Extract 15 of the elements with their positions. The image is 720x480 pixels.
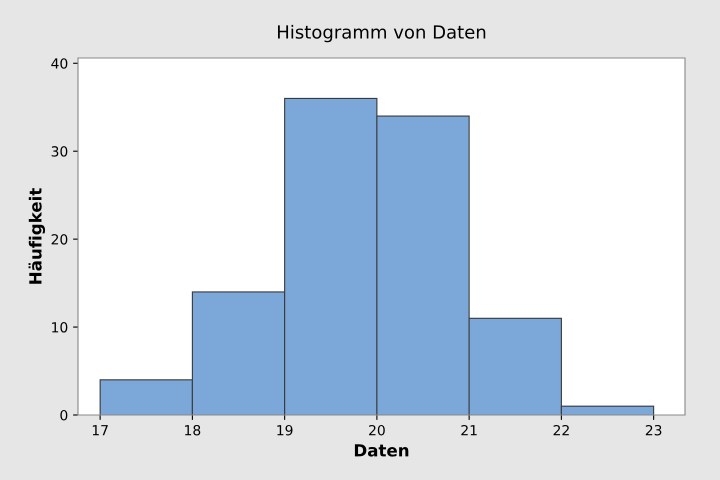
y-tick-label: 30 [52,146,68,157]
x-tick-label: 22 [554,424,569,436]
x-tick-label: 23 [646,424,662,436]
y-axis-title: Häufigkeit [28,188,46,284]
y-tick-label: 10 [52,322,68,333]
x-tick-label: 18 [185,424,200,436]
y-tick-label: 0 [60,410,68,420]
x-axis-title: Daten [354,444,408,457]
x-tick-label: 20 [369,424,385,436]
y-tick-label: 20 [52,234,68,245]
chart-title: Histogramm von Daten [278,24,486,42]
x-tick-label: 17 [92,425,108,436]
x-tick-label: 19 [277,424,292,436]
x-tick-label: 21 [461,424,477,436]
y-tick-label: 40 [51,58,68,69]
